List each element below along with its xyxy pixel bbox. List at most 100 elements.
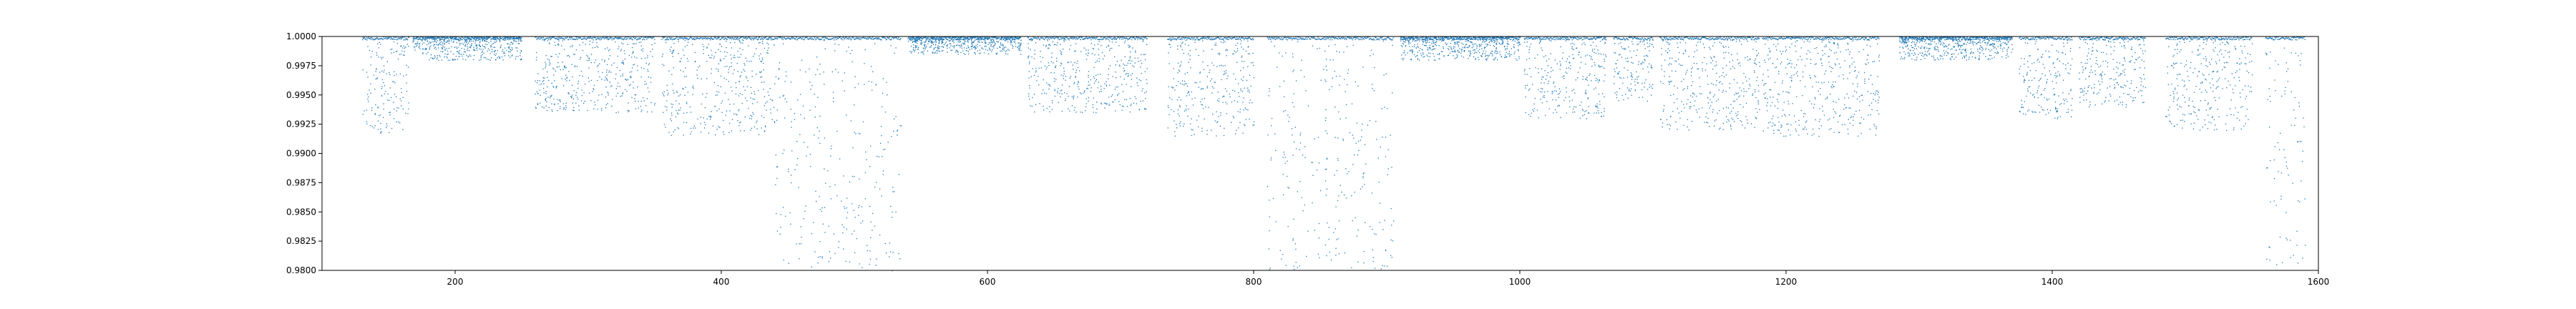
data-point [431,57,433,59]
data-point [1481,48,1483,49]
data-point [1128,46,1130,48]
data-point [1003,47,1005,49]
data-point [504,39,505,41]
data-point [402,129,404,130]
data-point [1059,92,1060,94]
data-point [467,37,469,39]
data-point [914,45,916,46]
data-point [994,37,995,39]
data-point [786,38,788,39]
data-point [429,41,431,43]
data-point [740,130,741,132]
data-point [900,38,902,39]
data-point [750,129,751,131]
data-point [1117,94,1118,96]
data-point [562,40,563,41]
data-point [815,39,816,41]
data-point [738,38,740,39]
data-point [1236,62,1238,63]
data-point [1390,39,1392,41]
data-point [1281,37,1282,39]
data-point [855,36,857,39]
data-point [1177,72,1179,74]
data-point [1029,85,1030,87]
data-point [1073,38,1075,39]
data-point [600,37,602,39]
data-point [1104,107,1106,109]
data-point [389,74,391,76]
data-point [948,36,950,38]
data-point [889,242,890,244]
data-point [980,37,982,39]
data-point [728,37,730,39]
data-point [1336,239,1337,240]
data-point [1032,39,1033,40]
data-point [874,37,877,39]
data-point [1332,77,1333,79]
data-point [1252,124,1254,126]
data-point [791,36,793,38]
data-point [578,105,580,107]
data-point [1008,36,1010,38]
data-point [564,65,565,67]
data-point [739,93,741,94]
data-point [1192,104,1194,106]
data-point [980,39,982,41]
data-point [569,79,570,82]
data-point [703,46,705,47]
data-point [1043,79,1044,81]
data-point [753,91,755,92]
data-point [779,233,781,235]
data-point [1068,39,1070,41]
data-point [389,36,391,38]
data-point [1216,36,1219,39]
data-point [555,44,556,46]
data-point [930,46,932,48]
data-point [692,44,693,45]
data-point [1304,146,1306,147]
data-point [1120,36,1121,38]
data-point [1136,82,1138,84]
data-point [414,37,416,39]
data-point [1201,87,1203,89]
data-point [673,67,674,69]
data-point [995,53,997,54]
data-point [1083,47,1085,49]
data-point [1130,63,1131,64]
data-point [1028,63,1030,64]
data-point [956,50,957,52]
data-point [945,42,946,44]
data-point [374,38,376,39]
data-point [585,39,587,41]
data-point [1172,87,1174,89]
data-point [1187,85,1189,87]
data-point [542,81,543,82]
data-point [946,36,947,38]
data-point [814,37,816,39]
data-point [446,38,447,39]
data-point [396,42,399,44]
data-point [1169,44,1171,45]
data-point [456,37,457,39]
data-point [1224,88,1226,89]
data-point [406,38,408,39]
data-point [1209,80,1211,82]
data-point [836,130,838,132]
data-point [938,37,940,39]
data-point [628,110,630,112]
data-point [1035,42,1037,44]
data-point [1302,210,1304,212]
data-point [1427,41,1428,43]
data-point [509,36,511,39]
data-point [765,36,766,38]
data-point [1324,180,1327,182]
data-point [671,114,673,116]
data-point [1209,39,1211,41]
data-point [579,44,580,46]
data-point [1439,53,1440,54]
data-point [436,41,437,44]
data-point [939,40,940,41]
data-point [703,49,704,50]
data-point [1043,109,1045,111]
data-point [972,41,974,44]
